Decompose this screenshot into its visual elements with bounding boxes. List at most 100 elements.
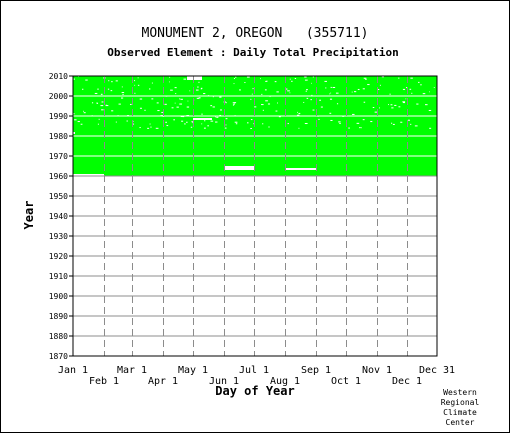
missing-day-speckle xyxy=(225,124,227,126)
missing-day-speckle xyxy=(212,96,214,98)
missing-day-speckle xyxy=(420,84,422,86)
missing-day-speckle xyxy=(91,102,94,104)
missing-day-speckle xyxy=(175,93,177,95)
missing-day-speckle xyxy=(186,106,190,108)
missing-day-speckle xyxy=(200,88,202,90)
missing-day-speckle xyxy=(155,127,159,129)
missing-day-speckle xyxy=(398,77,400,79)
missing-day-speckle xyxy=(180,116,184,118)
y-tick-label: 1890 xyxy=(49,312,68,321)
missing-day-speckle xyxy=(433,87,435,89)
missing-day-speckle xyxy=(379,84,381,86)
missing-day-speckle xyxy=(77,121,80,123)
missing-day-speckle xyxy=(250,127,252,129)
missing-day-speckle xyxy=(100,105,104,107)
missing-day-speckle xyxy=(367,84,370,86)
missing-day-speckle xyxy=(338,121,341,123)
x-tick-label: Nov 1 xyxy=(362,365,392,376)
missing-day-speckle xyxy=(298,127,300,129)
missing-day-speckle xyxy=(139,127,141,129)
missing-day-speckle xyxy=(289,78,291,80)
missing-day-speckle xyxy=(370,121,373,123)
missing-day-speckle xyxy=(356,122,360,124)
missing-day-speckle xyxy=(414,125,418,127)
missing-day-speckle xyxy=(97,102,99,104)
missing-day-speckle xyxy=(312,109,315,111)
missing-day-speckle xyxy=(171,107,174,109)
missing-day-speckle xyxy=(254,106,257,108)
missing-day-speckle xyxy=(304,76,307,78)
missing-day-speckle xyxy=(362,88,365,90)
plot-border xyxy=(72,75,438,357)
missing-day-speckle xyxy=(363,77,367,79)
missing-day-speckle xyxy=(389,93,391,95)
missing-day-speckle xyxy=(225,118,228,120)
missing-day-speckle xyxy=(265,100,268,102)
missing-day-speckle xyxy=(329,93,331,95)
missing-day-speckle xyxy=(150,126,152,128)
y-tick-label: 1930 xyxy=(49,232,68,241)
missing-day-speckle xyxy=(275,110,278,112)
missing-day-speckle xyxy=(201,113,203,115)
missing-day-speckle xyxy=(357,88,360,90)
x-tick-label: Oct 1 xyxy=(331,376,361,387)
missing-day-speckle xyxy=(277,102,278,104)
missing-day-speckle xyxy=(97,88,99,90)
missing-day-speckle xyxy=(285,88,288,90)
missing-day-speckle xyxy=(329,112,332,114)
missing-day-speckle xyxy=(305,90,307,92)
missing-day-speckle xyxy=(310,99,312,101)
missing-day-speckle xyxy=(121,86,123,88)
missing-day-speckle xyxy=(379,107,380,109)
y-tick-label: 1970 xyxy=(49,152,68,161)
missing-day-speckle xyxy=(115,80,118,82)
missing-day-speckle xyxy=(215,121,218,123)
missing-day-speckle xyxy=(330,92,332,94)
missing-day-speckle xyxy=(247,122,249,124)
x-tick-label: Sep 1 xyxy=(301,365,331,376)
missing-day-speckle xyxy=(182,116,185,118)
missing-day-speckle xyxy=(246,76,250,78)
plot-area xyxy=(69,75,438,357)
y-tick-label: 1910 xyxy=(49,272,68,281)
missing-day-speckle xyxy=(398,106,401,108)
missing-day-speckle xyxy=(381,76,385,78)
y-tick-label: 1870 xyxy=(49,352,68,361)
x-tick-label: Dec 31 xyxy=(419,365,455,376)
missing-day-speckle xyxy=(173,119,175,121)
missing-day-speckle xyxy=(134,80,136,82)
credit-line: Center xyxy=(445,418,475,427)
missing-day-speckle xyxy=(121,92,125,94)
missing-day-speckle xyxy=(98,118,100,120)
missing-day-speckle xyxy=(203,93,206,95)
y-tick-label: 1990 xyxy=(49,112,68,121)
missing-day-speckle xyxy=(324,80,327,82)
missing-day-speckle xyxy=(411,92,413,94)
missing-day-speckle xyxy=(319,99,322,101)
missing-day-speckle xyxy=(129,103,132,105)
missing-day-speckle xyxy=(214,116,216,118)
x-tick-label: Aug 1 xyxy=(270,376,300,387)
missing-day-speckle xyxy=(83,110,84,112)
missing-day-speckle xyxy=(306,97,309,99)
missing-day-speckle xyxy=(191,121,194,123)
missing-day-speckle xyxy=(137,84,140,86)
missing-data-gap xyxy=(193,118,212,120)
missing-day-speckle xyxy=(132,120,134,122)
missing-day-speckle xyxy=(115,121,117,123)
missing-day-speckle xyxy=(252,88,254,90)
missing-day-speckle xyxy=(101,109,104,111)
credit-line: Regional xyxy=(440,398,480,407)
x-tick-label: Apr 1 xyxy=(148,376,178,387)
missing-day-speckle xyxy=(179,103,183,105)
missing-day-speckle xyxy=(101,101,104,103)
missing-day-speckle xyxy=(204,120,206,122)
missing-day-speckle xyxy=(192,122,194,124)
missing-day-speckle xyxy=(219,96,222,98)
missing-day-speckle xyxy=(362,119,365,121)
missing-day-speckle xyxy=(335,92,339,94)
y-tick-label: 1900 xyxy=(49,292,68,301)
missing-day-speckle xyxy=(306,89,308,91)
missing-day-speckle xyxy=(261,93,263,95)
